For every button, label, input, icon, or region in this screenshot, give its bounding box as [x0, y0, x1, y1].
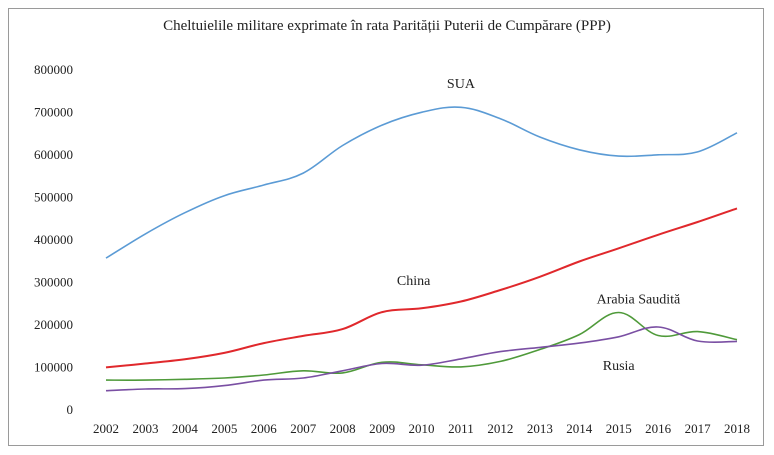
x-tick-label: 2005	[211, 421, 237, 436]
x-tick-label: 2004	[172, 421, 199, 436]
x-tick-label: 2014	[566, 421, 593, 436]
y-axis-ticks: 0 100000 200000 300000 400000 500000 600000 700…	[34, 62, 73, 417]
x-tick-label: 2008	[330, 421, 356, 436]
x-tick-label: 2002	[93, 421, 119, 436]
series-line-sua	[105, 106, 738, 259]
x-tick-label: 2011	[448, 421, 474, 436]
x-tick-label: 2017	[685, 421, 712, 436]
chart-title: Cheltuielile militare exprimate în rata …	[163, 18, 611, 34]
x-tick-label: 2006	[251, 421, 278, 436]
chart-frame	[8, 8, 764, 446]
series-label: SUA	[447, 77, 476, 92]
x-tick-label: 2016	[645, 421, 672, 436]
y-tick-label: 500000	[34, 190, 73, 205]
y-tick-label: 200000	[34, 317, 73, 332]
x-tick-label: 2007	[290, 421, 317, 436]
y-tick-label: 400000	[34, 232, 73, 247]
y-tick-label: 600000	[34, 147, 73, 162]
x-tick-label: 2010	[409, 421, 435, 436]
x-tick-label: 2009	[369, 421, 395, 436]
x-tick-label: 2003	[132, 421, 158, 436]
y-tick-label: 300000	[34, 275, 73, 290]
series-label: Arabia Saudită	[597, 293, 681, 308]
x-axis-ticks: 2002 2003 2004 2005 2006 2007 2008 2009 2010 2011…	[93, 421, 750, 436]
series-line-china	[105, 207, 738, 369]
series-labels: SUA China Arabia Saudită Rusia	[397, 77, 681, 374]
series-label: China	[397, 274, 431, 289]
series-line-rusia	[105, 326, 738, 392]
series-lines	[105, 106, 738, 392]
y-tick-label: 700000	[34, 105, 73, 120]
series-line-arabia-saudită	[105, 311, 738, 381]
x-tick-label: 2018	[724, 421, 750, 436]
x-tick-label: 2015	[606, 421, 632, 436]
y-tick-label: 0	[67, 402, 74, 417]
y-tick-label: 800000	[34, 62, 73, 77]
series-label: Rusia	[603, 359, 636, 374]
x-tick-label: 2012	[487, 421, 513, 436]
x-tick-label: 2013	[527, 421, 553, 436]
y-tick-label: 100000	[34, 360, 73, 375]
